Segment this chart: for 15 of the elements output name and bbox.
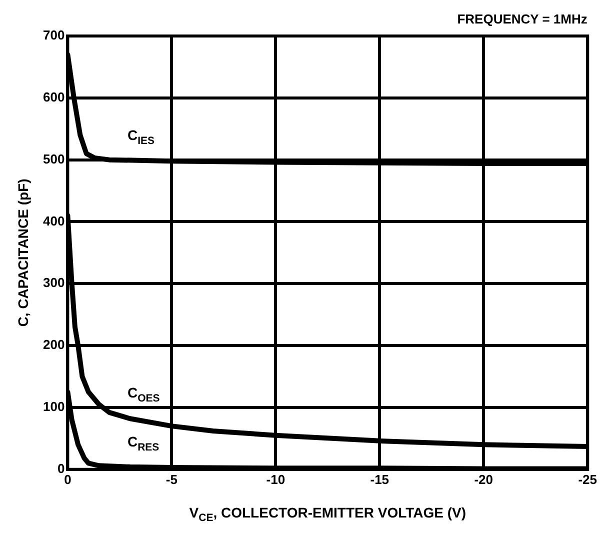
chart-subtitle: FREQUENCY = 1MHz: [457, 12, 588, 27]
y-tick-label: 500: [42, 151, 65, 166]
y-tick-label: 0: [57, 460, 65, 476]
x-tick-label: -25: [578, 472, 598, 487]
x-tick-label: -5: [166, 472, 178, 487]
y-tick-label: 400: [42, 213, 65, 228]
y-tick-label: 200: [42, 337, 65, 352]
x-tick-label: -10: [266, 472, 286, 487]
y-tick-label: 300: [42, 275, 65, 290]
x-tick-label: -20: [474, 472, 494, 487]
x-tick-label: -15: [370, 472, 390, 487]
y-axis-title: C, CAPACITANCE (pF): [14, 178, 31, 327]
y-tick-label: 600: [42, 89, 65, 104]
y-tick-label: 100: [42, 399, 65, 414]
y-tick-label: 700: [42, 28, 65, 43]
